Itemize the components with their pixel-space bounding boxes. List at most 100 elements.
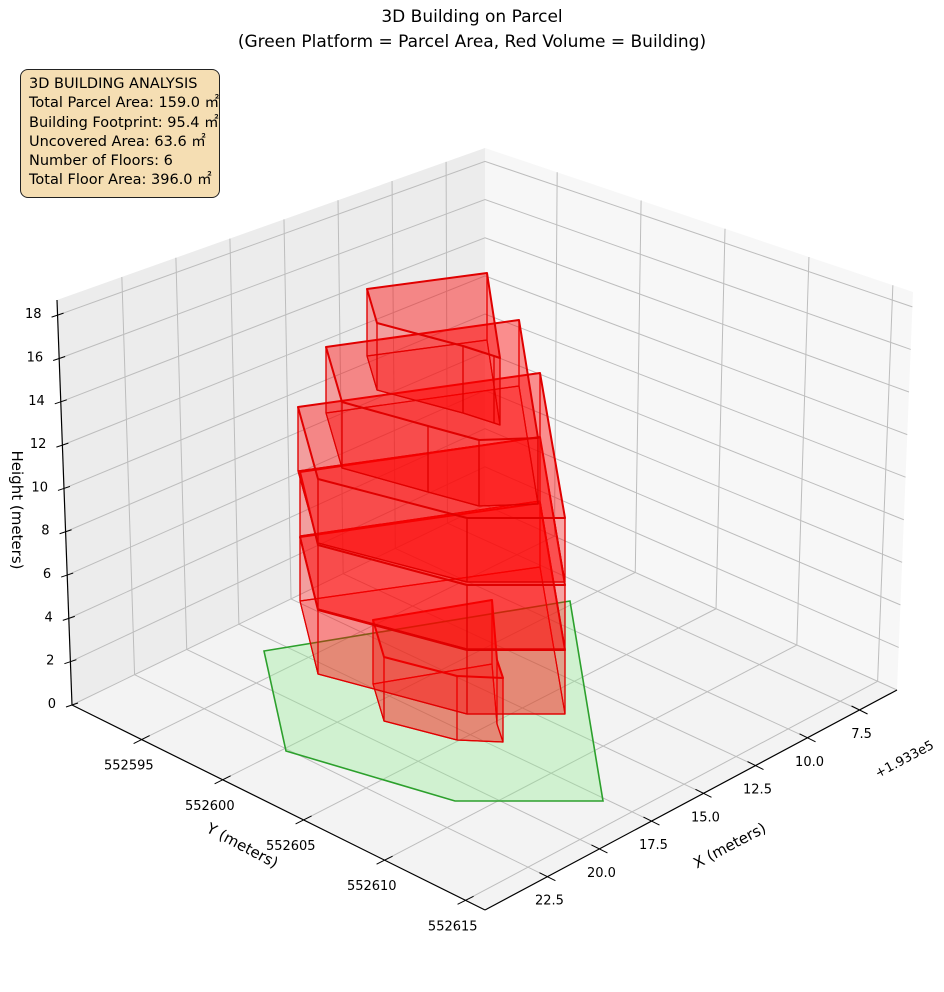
right-wall-gridline-y <box>796 256 810 646</box>
info-floor-area: Total Floor Area: 396.0 ㎡ <box>29 172 212 189</box>
left-wall-gridline-x <box>229 238 240 625</box>
x-tick <box>643 816 660 826</box>
z-tick-label: 12 <box>30 437 47 452</box>
x-axis-line <box>484 689 898 911</box>
right-wall-gridline-y <box>634 200 642 573</box>
left-wall-gridline-x <box>391 181 396 549</box>
left-wall-gridline-x <box>337 200 344 574</box>
x-tick-label: 22.5 <box>535 894 564 909</box>
z-axis-line <box>56 299 73 706</box>
z-tick-label: 18 <box>25 307 42 322</box>
x-tick-label: 15.0 <box>691 810 720 825</box>
y-tick <box>133 735 150 745</box>
floor-gridline-x <box>238 623 652 822</box>
z-tick <box>51 312 64 318</box>
left-wall-gridline-x <box>175 257 188 650</box>
x-tick-label: 12.5 <box>743 783 772 798</box>
x-tick-label: 10.0 <box>795 755 824 770</box>
x-tick <box>851 705 868 715</box>
right-wall-gridline-y <box>553 172 558 537</box>
building-floor-2 <box>299 502 566 715</box>
chart-subtitle: (Green Platform = Parcel Area, Red Volum… <box>237 32 707 52</box>
y-axis-line <box>71 704 486 911</box>
building-floor-5 <box>325 319 539 507</box>
floor-side-face <box>466 584 566 650</box>
floor-gridline-x <box>134 674 548 878</box>
y-tick-label: 552605 <box>266 839 316 854</box>
y-tick <box>295 815 312 825</box>
z-tick <box>62 615 75 621</box>
wall-gridline-z <box>60 237 910 403</box>
wall-gridline-z <box>68 428 901 619</box>
floor-side-face <box>478 437 539 507</box>
x-tick <box>591 844 608 854</box>
y-tick-label: 552600 <box>185 799 235 814</box>
x-offset-text: +1.933e5 <box>873 738 937 781</box>
x-tick-label: 7.5 <box>851 727 872 742</box>
x-tick <box>539 872 556 882</box>
z-axis-label: Height (meters) <box>8 451 26 570</box>
wall-gridline-z <box>62 275 908 446</box>
y-tick <box>457 895 474 905</box>
z-tick <box>65 702 79 708</box>
wall-gridline-z <box>58 199 911 359</box>
floor-side-face <box>466 517 566 583</box>
z-tick-label: 6 <box>43 567 51 582</box>
building-floor-3 <box>299 436 566 650</box>
floor-top-face <box>366 272 501 359</box>
right-wall-gridline-y <box>877 285 894 682</box>
z-tick-label: 0 <box>48 697 56 712</box>
floor-gridline-y <box>222 572 636 781</box>
wall-gridline-z <box>71 504 898 706</box>
x-tick <box>799 733 816 743</box>
floor-gridline-y <box>465 680 878 901</box>
floor-pane <box>72 505 897 910</box>
right-pane <box>485 148 913 690</box>
analysis-info-box: 3D BUILDING ANALYSIS Total Parcel Area: … <box>20 69 220 198</box>
floor-top-face <box>372 599 504 679</box>
x-tick <box>747 761 764 771</box>
right-wall-gridline-y <box>715 228 726 609</box>
building-floor-1 <box>372 599 504 743</box>
floor-top-face <box>325 319 539 441</box>
y-tick-label: 552610 <box>347 879 397 894</box>
x-tick-label: 17.5 <box>639 838 668 853</box>
y-tick <box>214 775 231 785</box>
chart-title: 3D Building on Parcel <box>381 7 563 27</box>
z-tick-label: 14 <box>28 394 45 409</box>
z-tick <box>59 529 72 535</box>
floor-gridline-x <box>342 573 756 767</box>
y-tick <box>376 855 393 865</box>
z-tick-label: 2 <box>46 654 54 669</box>
z-tick <box>53 356 66 361</box>
z-tick-label: 10 <box>31 480 48 495</box>
z-tick <box>56 442 69 448</box>
floor-gridline-x <box>395 547 808 739</box>
z-tick <box>54 399 67 405</box>
z-tick <box>57 485 71 491</box>
z-tick <box>61 572 74 578</box>
z-tick <box>64 659 77 665</box>
z-tick-label: 4 <box>45 610 53 625</box>
floor-gridline-y <box>384 644 798 861</box>
x-axis-label: X (meters) <box>690 819 769 872</box>
left-wall-gridline-x <box>121 276 136 675</box>
floor-gridline-x <box>186 648 600 850</box>
info-floors: Number of Floors: 6 <box>29 153 173 170</box>
floor-side-face <box>466 649 566 715</box>
wall-gridline-z <box>70 466 899 663</box>
x-tick <box>695 788 712 798</box>
floor-gridline-x <box>447 522 860 711</box>
floor-side-face <box>493 355 501 426</box>
y-tick-label: 552615 <box>428 919 478 934</box>
x-tick-label: 20.0 <box>587 866 616 881</box>
info-footprint: Building Footprint: 95.4 ㎡ <box>29 114 219 131</box>
wall-gridline-z <box>57 160 913 316</box>
info-heading: 3D BUILDING ANALYSIS <box>29 76 198 92</box>
y-tick-label: 552595 <box>104 759 154 774</box>
z-tick-label: 16 <box>27 350 44 365</box>
info-parcel-area: Total Parcel Area: 159.0 ㎡ <box>29 95 220 112</box>
building-floor-6 <box>366 272 501 426</box>
z-tick-label: 8 <box>41 524 49 539</box>
